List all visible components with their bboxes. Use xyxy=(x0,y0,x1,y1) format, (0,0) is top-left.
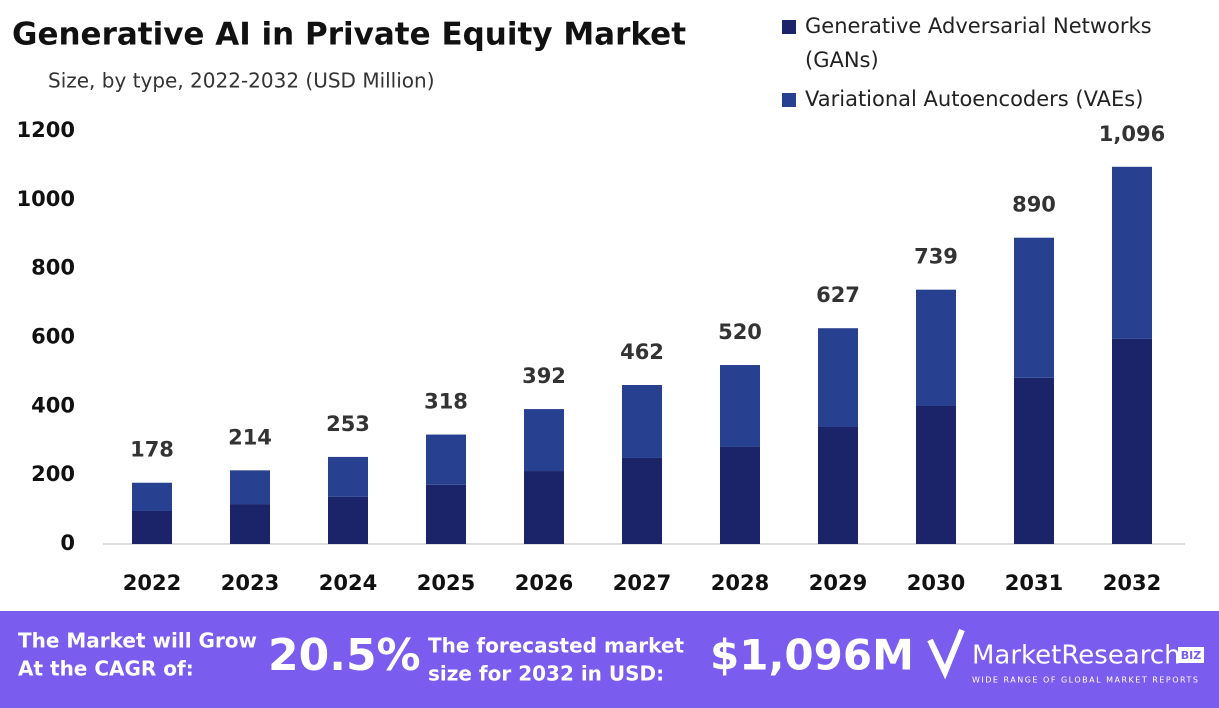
chart-subtitle: Size, by type, 2022-2032 (USD Million) xyxy=(48,69,435,93)
total-label: 214 xyxy=(228,425,272,449)
bar-segment xyxy=(720,365,760,447)
legend-swatch xyxy=(782,93,796,107)
footer: The Market will Grow At the CAGR of: 20.… xyxy=(18,629,1204,686)
forecast-value: $1,096M xyxy=(710,631,914,680)
bar-segment xyxy=(1014,237,1054,378)
bar-segment xyxy=(328,456,368,497)
y-tick-label: 600 xyxy=(31,325,75,349)
legend-label: Variational Autoencoders (VAEs) xyxy=(805,87,1143,111)
bar-segment xyxy=(818,328,858,427)
total-label: 739 xyxy=(914,245,958,269)
x-tick-label: 2022 xyxy=(123,571,181,595)
x-tick-label: 2031 xyxy=(1005,571,1063,595)
bar-segment xyxy=(426,484,466,544)
x-tick-label: 2023 xyxy=(221,571,279,595)
cagr-text: At the CAGR of: xyxy=(18,657,194,681)
total-label: 520 xyxy=(718,320,762,344)
total-label: 462 xyxy=(620,340,664,364)
legend-swatch xyxy=(782,20,796,34)
y-tick-label: 800 xyxy=(31,256,75,280)
footer-banner xyxy=(0,611,1219,708)
total-label: 253 xyxy=(326,412,370,436)
total-label: 178 xyxy=(130,438,174,462)
bar-segment xyxy=(328,496,368,544)
brand-name: MarketResearch xyxy=(972,641,1181,671)
total-label: 890 xyxy=(1012,193,1056,217)
y-tick-label: 400 xyxy=(31,393,75,417)
x-tick-label: 2025 xyxy=(417,571,475,595)
brand-logo xyxy=(927,628,965,680)
bar-segment xyxy=(1014,377,1054,544)
x-tick-label: 2029 xyxy=(809,571,867,595)
forecast-text: The forecasted market xyxy=(428,634,684,658)
bar-segment xyxy=(524,409,564,472)
y-tick-label: 1200 xyxy=(17,118,75,142)
brand-badge-box xyxy=(1178,647,1204,663)
y-tick-label: 0 xyxy=(60,531,75,555)
total-label: 392 xyxy=(522,364,566,388)
bar-segment xyxy=(1112,166,1152,339)
legend-label: Generative Adversarial Networks (GANs) xyxy=(805,14,1152,72)
y-tick-label: 1000 xyxy=(17,187,75,211)
bar-segment xyxy=(720,446,760,544)
bar-segment xyxy=(818,426,858,544)
bar-segment xyxy=(132,482,172,511)
chart-title: Generative AI in Private Equity Market xyxy=(12,17,686,53)
bar-segment xyxy=(622,457,662,544)
bar-segment xyxy=(230,470,270,505)
total-label: 627 xyxy=(816,283,860,307)
x-tick-label: 2027 xyxy=(613,571,671,595)
bar-segment xyxy=(1112,338,1152,544)
x-tick-label: 2028 xyxy=(711,571,769,595)
total-label: 318 xyxy=(424,390,468,414)
bar-segment xyxy=(916,289,956,406)
x-tick-label: 2032 xyxy=(1103,571,1161,595)
cagr-text: The Market will Grow xyxy=(18,629,257,653)
bar-segment xyxy=(230,504,270,544)
brand-badge: BIZ xyxy=(1181,649,1201,662)
total-label: 1,096 xyxy=(1099,122,1165,146)
x-tick-label: 2030 xyxy=(907,571,965,595)
bar-segment xyxy=(622,384,662,458)
bar-segment xyxy=(524,471,564,544)
bar-segment xyxy=(916,405,956,544)
x-tick-label: 2024 xyxy=(319,571,377,595)
cagr-value: 20.5% xyxy=(268,630,421,681)
bar-segment xyxy=(426,434,466,485)
brand-tagline: WIDE RANGE OF GLOBAL MARKET REPORTS xyxy=(972,676,1199,685)
forecast-text: size for 2032 in USD: xyxy=(428,662,664,686)
bar-segment xyxy=(132,510,172,544)
x-tick-label: 2026 xyxy=(515,571,573,595)
y-tick-label: 200 xyxy=(31,462,75,486)
